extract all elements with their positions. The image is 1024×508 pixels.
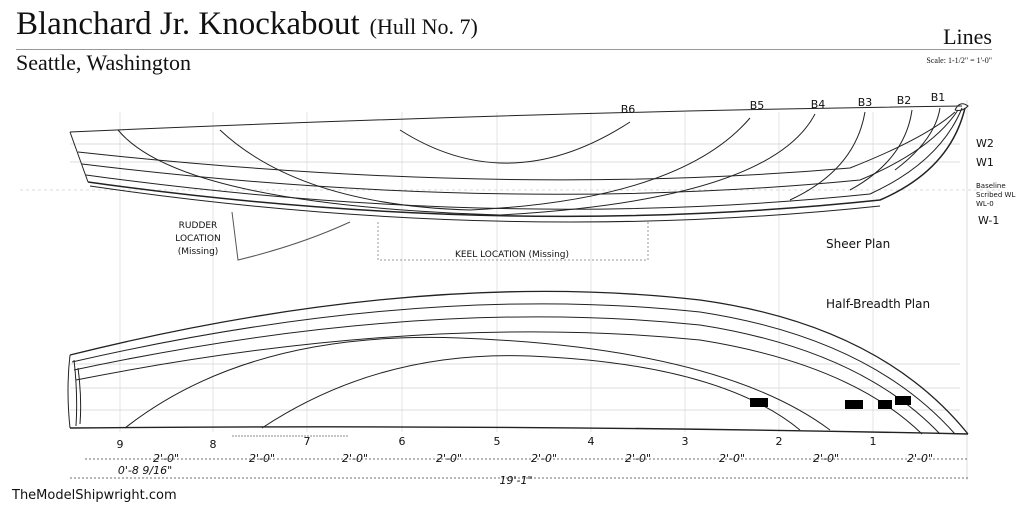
marker-3 [878,400,892,409]
sheer-labels: B6 B5 B4 B3 B2 B1 W2 W1 W-1 [621,91,1000,227]
buttock-label-b1: B1 [931,91,946,104]
baseline-note: Baseline Scribed WL WL-0 [976,182,1015,208]
station-lines [119,112,874,432]
buttock-hb-inner [261,355,801,431]
dim-spacing-1-bow: 2'-0" [907,452,933,465]
sheer-half-breadth [69,290,969,435]
buttock-label-b4: B4 [811,98,826,111]
buttock-label-b2: B2 [897,94,912,107]
transom-half-breadth [67,354,82,429]
dim-spacing-7-6: 2'-0" [342,452,368,465]
drawing-subtitle: Seattle, Washington [16,50,192,75]
waterline-curve-2 [77,111,956,181]
dim-first-spacing: 0'-8 9/16" [118,464,172,477]
dim-spacing-5-4: 2'-0" [531,452,557,465]
dim-spacing-6-5: 2'-0" [436,452,462,465]
transom-profile [69,131,89,183]
dim-spacing-9-8: 2'-0" [153,452,179,465]
marker-4 [895,396,911,405]
keel-outline-inner [85,107,963,210]
waterline-label-w-1: W-1 [978,214,999,227]
station-8: 8 [210,438,217,451]
station-2: 2 [776,435,783,448]
station-1: 1 [870,435,877,448]
sheer-plan-label: Sheer Plan [826,237,890,251]
baseline-note-2: Scribed WL [976,191,1015,199]
dim-spacing-2-1: 2'-0" [813,452,839,465]
station-9: 9 [117,438,124,451]
title-rule [16,49,992,50]
rudder-outline [231,211,351,261]
buttock-b4 [117,113,816,216]
baseline-note-3: WL-0 [976,200,994,208]
dimension-lines [70,458,968,479]
rudder-note: RUDDER LOCATION (Missing) [175,221,221,257]
waterline-hb-3 [75,331,923,435]
buttock-label-b3: B3 [858,96,873,109]
buttock-b3 [789,111,866,201]
rudder-note-2: LOCATION [175,234,221,244]
buttock-b1 [894,107,941,171]
credit-text: TheModelShipwright.com [12,488,177,503]
sheer-line [69,105,963,133]
dim-spacing-8-7: 2'-0" [249,452,275,465]
stem-head [954,103,969,111]
rabbet-line [87,107,966,218]
marker-1 [750,398,768,407]
marker-2 [845,400,863,409]
station-6: 6 [399,435,406,448]
buttock-b6 [399,121,631,164]
centerline [69,426,969,435]
buttock-hb-outer [124,336,831,431]
drawing-title: Blanchard Jr. Knockabout (Hull No. 7) [16,6,478,43]
keel-location-box [377,222,649,261]
half-breadth-plan-label: Half-Breadth Plan [826,297,930,311]
station-4: 4 [588,435,595,448]
baseline-note-1: Baseline [976,182,1006,190]
dimension-labels: 0'-8 9/16" 2'-0" 2'-0" 2'-0" 2'-0" 2'-0"… [118,452,933,487]
waterline-curve-1 [81,109,959,195]
waterline-label-w2: W2 [976,137,994,150]
grid-lines [20,100,1000,480]
buttock-label-b5: B5 [750,99,765,112]
waterline-label-w1: W1 [976,156,994,169]
sheer-plan [69,103,969,261]
scale-note: Scale: 1-1/2" = 1'-0" [926,56,992,65]
keel-bottom [89,185,881,223]
rudder-note-3: (Missing) [178,247,219,257]
buttock-label-b6: B6 [621,103,636,116]
rudder-note-1: RUDDER [179,221,218,231]
station-7: 7 [304,435,311,448]
dim-spacing-3-2: 2'-0" [719,452,745,465]
hull-number: (Hull No. 7) [369,14,478,39]
keel-note: KEEL LOCATION (Missing) [455,250,569,260]
drawing-type-label: Lines [943,24,992,49]
waterline-hb-1 [71,303,956,435]
half-breadth-plan [67,290,969,437]
buttock-b2 [849,109,913,191]
station-5: 5 [494,435,501,448]
station-labels: 9 8 7 6 5 4 3 2 1 [117,435,877,451]
hb-markers [750,396,911,409]
boat-name: Blanchard Jr. Knockabout [16,6,360,42]
station-3: 3 [682,435,689,448]
dim-overall-length: 19'-1" [499,474,532,487]
waterline-hb-2 [73,316,941,435]
dim-spacing-4-3: 2'-0" [625,452,651,465]
buttock-b5 [219,117,751,211]
